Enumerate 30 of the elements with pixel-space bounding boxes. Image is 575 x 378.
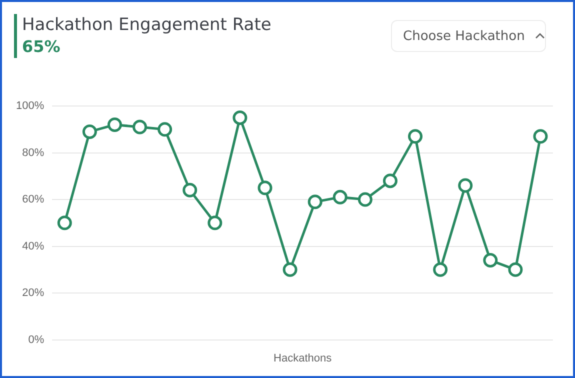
point: [358, 192, 372, 207]
point: [408, 129, 423, 144]
point: [57, 216, 72, 230]
point: [483, 253, 498, 268]
point: [132, 120, 148, 134]
y-tick-label: 60%: [22, 194, 44, 206]
point: [458, 178, 473, 193]
point: [107, 117, 122, 132]
y-tick-label: 0%: [28, 334, 44, 346]
point: [158, 122, 172, 137]
point: [182, 182, 198, 198]
y-tick-label: 80%: [22, 146, 44, 159]
point: [382, 174, 398, 188]
y-tick-label: 40%: [22, 240, 44, 252]
point: [433, 262, 448, 277]
point: [232, 110, 248, 125]
point: [258, 180, 272, 196]
chart-title: Hackathon Engagement Rate: [22, 14, 272, 36]
point: [332, 190, 348, 204]
text: Choose Hackathon: [403, 28, 525, 44]
y-tick-label: 20%: [22, 287, 44, 300]
point: [208, 216, 222, 230]
chart-subtitle: 65%: [22, 36, 62, 58]
point: [308, 194, 322, 210]
point: [533, 129, 548, 144]
point: [508, 262, 523, 277]
x-axis-title: Hackathons: [274, 352, 332, 364]
point: [282, 262, 298, 277]
point: [82, 124, 97, 139]
y-tick-label: 100%: [16, 100, 44, 112]
